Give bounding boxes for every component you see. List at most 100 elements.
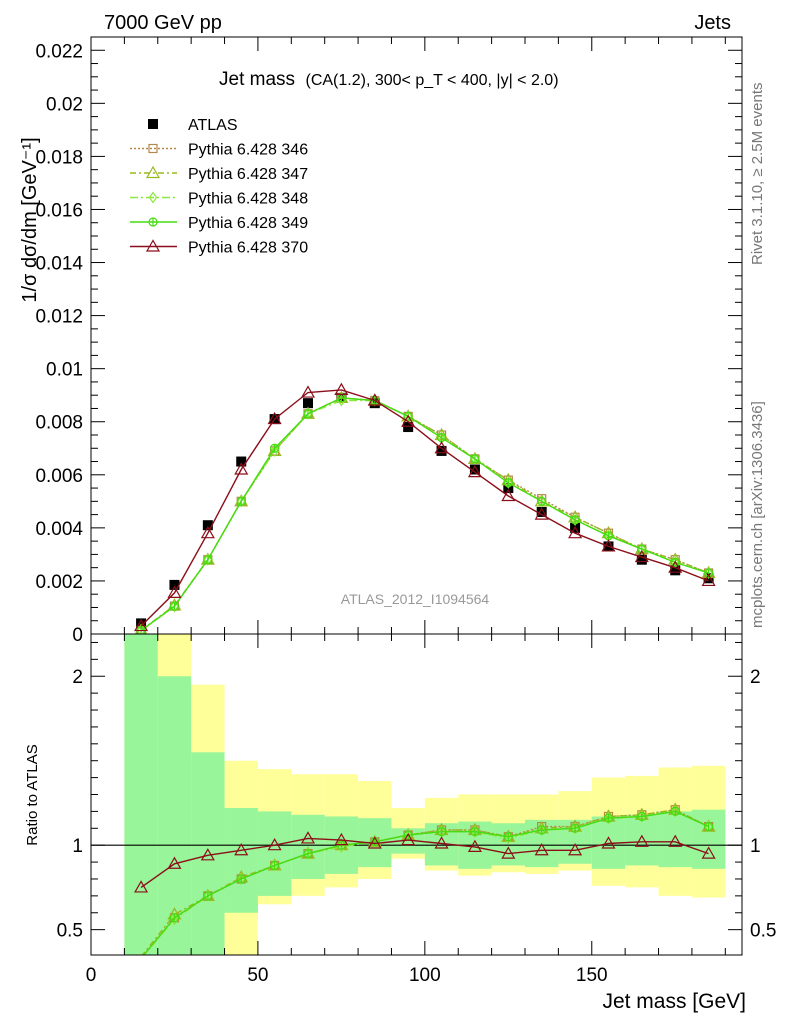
main-point-atlas <box>636 554 647 565</box>
ratio-y-axis-label: Ratio to ATLAS <box>24 744 41 845</box>
ratio-point-p370 <box>401 832 416 846</box>
ratio-panel: 0.5 0.5 1 1 2 2 0 50 100 150 Ratio to ATLAS Jet … <box>24 633 776 1013</box>
ratio-y-axis: 0.5 0.5 1 1 2 2 <box>57 641 776 942</box>
main-point-p348 <box>203 553 213 566</box>
main-point-p370 <box>601 539 616 552</box>
plot-title-main: Jet mass <box>219 69 295 90</box>
legend-marker-atlas <box>148 119 158 129</box>
ratio-line-p349 <box>142 810 709 955</box>
main-ytick-label: 0.012 <box>35 307 83 328</box>
ratio-point-p348 <box>303 847 313 860</box>
main-point-p348 <box>236 495 246 508</box>
main-point-atlas <box>202 520 213 531</box>
ratio-xtick-label: 50 <box>247 965 268 986</box>
main-point-p370 <box>200 525 215 539</box>
ratio-xtick-label: 100 <box>409 965 441 986</box>
ratio-point-p348 <box>537 823 546 837</box>
ratio-ytick-label: 1 <box>72 836 83 857</box>
plot-title-cut: (CA(1.2), 300< p_T < 400, |y| < 2.0) <box>305 72 558 89</box>
legend-label-atlas: ATLAS <box>188 117 238 134</box>
main-point-atlas <box>236 456 247 467</box>
ratio-point-p370 <box>200 848 215 861</box>
ratio-point-p370 <box>267 837 282 851</box>
main-point-p370 <box>367 393 382 406</box>
ratio-point-p370 <box>501 846 516 859</box>
watermark: ATLAS_2012_I1094564 <box>341 591 490 607</box>
ratio-line-p346 <box>142 808 709 955</box>
ratio-band-inner <box>124 634 158 955</box>
process-label: Jets <box>694 12 731 34</box>
main-point-atlas <box>436 445 447 456</box>
main-point-p370 <box>501 488 516 502</box>
ratio-point-p348 <box>604 812 613 825</box>
ratio-point-p370 <box>300 831 316 844</box>
legend-label-p370: Pythia 6.428 370 <box>188 240 308 257</box>
ratio-point-p348 <box>170 913 179 926</box>
ratio-point-p348 <box>637 810 647 823</box>
ratio-point-p370 <box>701 846 716 859</box>
ratio-ytick-label-right: 1 <box>750 836 761 857</box>
plot-title: Jet mass (CA(1.2), 300< p_T < 400, |y| <… <box>219 69 559 90</box>
ratio-point-p370 <box>634 834 649 847</box>
main-point-p370 <box>534 507 549 520</box>
main-ytick-label: 0.01 <box>46 360 83 381</box>
main-line-p370 <box>140 389 709 627</box>
ratio-ytick-label: 2 <box>72 667 83 688</box>
ratio-point-p348 <box>270 859 279 872</box>
ratio-point-p370 <box>234 843 249 856</box>
ratio-band-inner <box>691 809 726 869</box>
ratio-line-p370 <box>140 837 709 888</box>
legend-marker-p347 <box>145 165 161 179</box>
main-y-axis: 0 0.002 0.004 0.006 0.008 0.01 0.012 0.014 0.016… <box>35 41 742 646</box>
main-point-p348 <box>637 543 647 556</box>
ratio-point-p370 <box>434 836 449 849</box>
main-plot-marks <box>134 382 716 637</box>
main-ytick-label: 0 <box>72 625 83 646</box>
main-ytick-label: 0.004 <box>35 519 83 540</box>
main-ytick-label: 0.018 <box>35 147 83 168</box>
main-ytick-label: 0.022 <box>35 41 83 62</box>
ratio-x-axis: 0 50 100 150 <box>86 634 726 986</box>
main-point-atlas <box>536 506 547 517</box>
main-point-atlas <box>403 422 414 433</box>
ratio-band-inner <box>658 811 692 868</box>
main-point-p370 <box>701 573 716 587</box>
ratio-band-inner <box>625 814 659 866</box>
main-point-p370 <box>467 464 482 478</box>
main-ytick-label: 0.002 <box>35 572 83 593</box>
ratio-point-p370 <box>601 836 616 849</box>
main-point-p370 <box>167 585 182 598</box>
legend-marker-p348 <box>148 191 158 204</box>
main-ytick-label: 0.008 <box>35 413 83 434</box>
main-panel: 0 0.002 0.004 0.006 0.008 0.01 0.012 0.014 0.016… <box>19 36 743 646</box>
main-point-atlas <box>303 398 313 409</box>
ratio-band-inner <box>257 811 292 896</box>
main-point-atlas <box>670 565 681 576</box>
energy-label: 7000 GeV pp <box>104 12 222 34</box>
ratio-plot-marks <box>91 634 742 955</box>
ratio-ytick-label: 0.5 <box>57 921 83 942</box>
ratio-point-p370 <box>568 843 583 856</box>
ratio-ytick-label-right: 0.5 <box>750 921 776 942</box>
ratio-point-p370 <box>167 856 182 869</box>
ratio-point-p348 <box>670 805 680 818</box>
main-point-p370 <box>434 441 449 454</box>
ratio-point-p348 <box>470 825 480 838</box>
ratio-point-p370 <box>334 832 349 846</box>
main-point-p370 <box>668 560 683 573</box>
legend-marker-p346 <box>148 143 158 154</box>
legend-label-p348: Pythia 6.428 348 <box>188 191 308 208</box>
ratio-band-inner <box>224 808 258 913</box>
ratio-xtick-label: 0 <box>86 965 97 986</box>
ratio-point-p370 <box>467 839 482 852</box>
main-point-p370 <box>234 462 249 475</box>
main-point-p370 <box>300 385 316 398</box>
main-point-p370 <box>267 411 282 425</box>
x-axis-label: Jet mass [GeV] <box>602 990 746 1013</box>
legend-label-p349: Pythia 6.428 349 <box>188 215 308 232</box>
ratio-point-p348 <box>570 822 580 835</box>
rivet-label: Rivet 3.1.10, ≥ 2.5M events <box>749 83 766 266</box>
main-ytick-label: 0.006 <box>35 466 83 487</box>
legend-marker-p370 <box>145 239 161 252</box>
